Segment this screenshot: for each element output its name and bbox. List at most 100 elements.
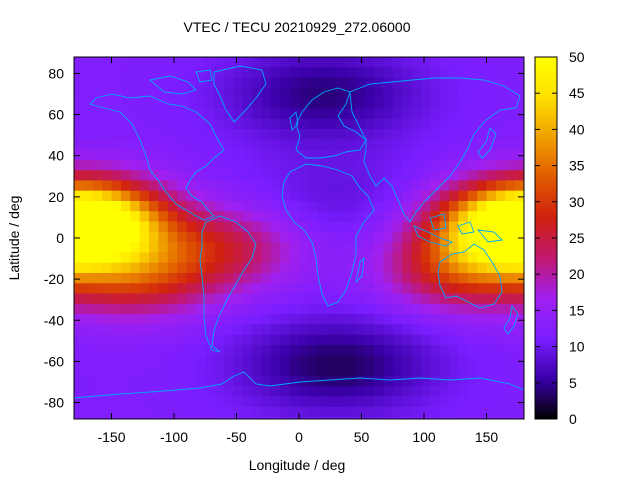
heatmap-cell (83, 159, 94, 171)
heatmap-cell (299, 272, 309, 284)
heatmap-cell (392, 211, 403, 223)
heatmap-cell (242, 334, 253, 346)
heatmap-cell (486, 293, 497, 305)
heatmap-cell (252, 200, 263, 212)
heatmap-cell (233, 283, 244, 295)
heatmap-cell (402, 303, 413, 315)
heatmap-cell (308, 200, 319, 212)
heatmap-cell (270, 344, 281, 356)
heatmap-cell (374, 375, 384, 387)
heatmap-cell (411, 67, 422, 79)
heatmap-cell (336, 139, 347, 151)
heatmap-cell (364, 406, 375, 418)
heatmap-cell (467, 149, 478, 161)
heatmap-cell (327, 211, 338, 223)
heatmap-cell (83, 242, 94, 253)
heatmap-cell (345, 139, 356, 151)
heatmap-cell (186, 200, 197, 212)
heatmap-cell (289, 77, 300, 89)
heatmap-cell (280, 242, 291, 253)
heatmap-cell (336, 242, 347, 253)
heatmap-cell (214, 252, 225, 264)
heatmap-cell (224, 252, 234, 264)
heatmap-cell (252, 252, 263, 264)
heatmap-cell (505, 355, 516, 367)
heatmap-cell (130, 252, 141, 264)
heatmap-cell (139, 293, 150, 305)
heatmap-cell (186, 128, 197, 140)
heatmap-cell (336, 252, 347, 264)
colorbar-tick-label: 20 (569, 266, 585, 282)
heatmap-cell (495, 67, 506, 79)
heatmap-cell (83, 149, 94, 161)
heatmap-cell (430, 108, 441, 120)
heatmap-cell (458, 159, 469, 171)
heatmap-cell (261, 375, 272, 387)
heatmap-cell (420, 344, 431, 356)
heatmap-cell (270, 139, 281, 151)
heatmap-cell (205, 375, 216, 387)
heatmap-cell (383, 77, 394, 89)
heatmap-cell (214, 242, 225, 253)
heatmap-cell (336, 355, 347, 367)
heatmap-cell (317, 396, 328, 408)
heatmap-cell (252, 242, 263, 253)
heatmap-cell (214, 57, 225, 68)
heatmap-cell (505, 242, 516, 253)
heatmap-cell (74, 283, 84, 295)
heatmap-cell (458, 242, 469, 253)
heatmap-cell (149, 293, 159, 305)
heatmap-cell (242, 293, 253, 305)
heatmap-cell (261, 200, 272, 212)
heatmap-cell (383, 386, 394, 397)
heatmap-cell (411, 416, 422, 419)
heatmap-cell (177, 118, 188, 130)
heatmap-cell (392, 406, 403, 418)
coast-antarctica (74, 371, 524, 399)
heatmap-cell (111, 118, 122, 130)
heatmap-cell (130, 303, 141, 315)
heatmap-cell (177, 375, 188, 387)
heatmap-cell (149, 324, 159, 336)
heatmap-cell (102, 231, 113, 243)
heatmap-cell (495, 262, 506, 274)
heatmap-cell (467, 262, 478, 274)
heatmap-cell (477, 200, 488, 212)
heatmap-cell (458, 118, 469, 130)
heatmap-cell (402, 396, 413, 408)
heatmap-cell (495, 334, 506, 346)
heatmap-cell (224, 324, 234, 336)
heatmap-cell (411, 128, 422, 140)
heatmap-cell (195, 355, 206, 367)
heatmap-cell (252, 108, 263, 120)
heatmap-cell (420, 149, 431, 161)
heatmap-cell (439, 180, 450, 192)
heatmap-cell (383, 180, 394, 192)
heatmap-cell (280, 283, 291, 295)
colorbar-tick-label: 0 (569, 411, 577, 427)
heatmap-cell (514, 242, 524, 253)
heatmap-cell (374, 396, 384, 408)
heatmap-cell (261, 231, 272, 243)
heatmap-cell (402, 262, 413, 274)
heatmap-cell (477, 334, 488, 346)
heatmap-cell (505, 303, 516, 315)
heatmap-cell (167, 355, 178, 367)
heatmap-cell (214, 416, 225, 419)
heatmap-cell (83, 231, 94, 243)
heatmap-cell (167, 314, 178, 325)
heatmap-cell (214, 221, 225, 233)
heatmap-cell (139, 149, 150, 161)
heatmap-cell (280, 252, 291, 264)
heatmap-cell (355, 77, 366, 89)
coast-indonesia (413, 213, 503, 247)
heatmap-cell (327, 262, 338, 274)
heatmap-cell (83, 314, 94, 325)
heatmap-cell (270, 57, 281, 68)
heatmap-cell (83, 386, 94, 397)
heatmap-cell (383, 98, 394, 110)
heatmap-cell (317, 98, 328, 110)
heatmap-cell (439, 242, 450, 253)
heatmap-cell (374, 98, 384, 110)
heatmap-cell (458, 190, 469, 202)
